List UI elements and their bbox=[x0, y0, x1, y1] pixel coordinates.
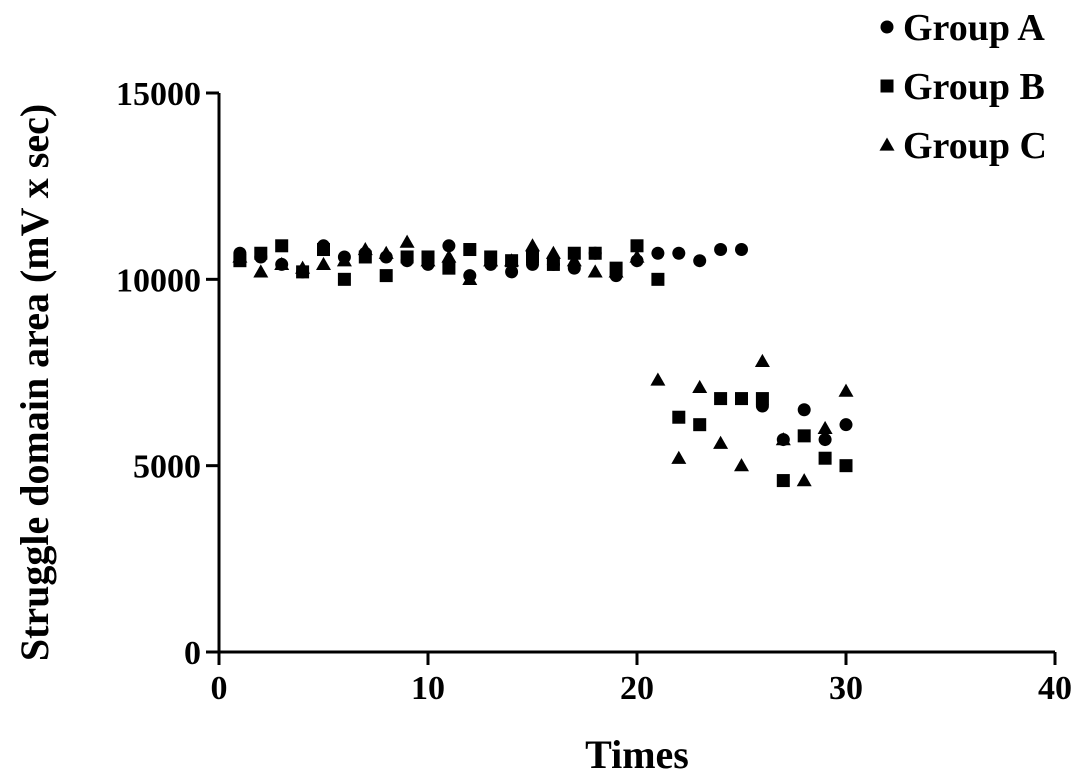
data-point-triangle bbox=[357, 242, 373, 256]
legend-label: Group C bbox=[903, 125, 1047, 167]
data-point-square bbox=[588, 246, 602, 260]
data-point-square bbox=[254, 246, 268, 260]
axes bbox=[217, 93, 1055, 654]
legend-marker-square bbox=[880, 79, 894, 93]
data-point-triangle bbox=[545, 245, 561, 259]
data-point-circle bbox=[505, 265, 519, 279]
data-point-triangle bbox=[587, 264, 603, 278]
data-point-triangle bbox=[734, 458, 749, 472]
data-point-circle bbox=[797, 403, 811, 417]
data-point-square bbox=[714, 392, 728, 406]
data-point-triangle bbox=[671, 450, 687, 464]
data-point-triangle bbox=[713, 435, 729, 449]
data-point-square bbox=[651, 272, 665, 286]
data-point-triangle bbox=[775, 432, 791, 446]
legend-label: Group A bbox=[903, 7, 1045, 49]
data-point-triangle bbox=[504, 253, 520, 267]
data-point-square bbox=[755, 392, 769, 406]
data-point-circle bbox=[672, 246, 686, 260]
data-point-square bbox=[400, 250, 414, 264]
data-point-square bbox=[818, 451, 832, 465]
legend-item: Group B bbox=[880, 66, 1045, 108]
data-point-square bbox=[317, 243, 330, 257]
x-tick-label: 10 bbox=[411, 670, 445, 707]
legend-item: Group C bbox=[879, 125, 1047, 167]
data-point-square bbox=[546, 257, 560, 271]
series-square bbox=[233, 239, 853, 488]
series-triangle bbox=[232, 234, 854, 487]
data-point-square bbox=[275, 239, 289, 253]
data-point-triangle bbox=[817, 420, 833, 435]
data-point-circle bbox=[714, 243, 728, 257]
data-point-triangle bbox=[483, 253, 499, 267]
data-point-triangle bbox=[629, 249, 645, 263]
data-point-triangle bbox=[692, 379, 708, 394]
data-point-circle bbox=[839, 418, 853, 432]
legend-label: Group B bbox=[903, 66, 1045, 108]
data-point-square bbox=[797, 429, 811, 443]
x-tick-label: 20 bbox=[620, 670, 654, 707]
legend: Group A Group B Group C bbox=[879, 7, 1047, 167]
y-tick-label: 5000 bbox=[133, 449, 201, 486]
data-point-triangle bbox=[566, 253, 582, 267]
data-point-square bbox=[526, 250, 539, 264]
legend-marker-triangle bbox=[879, 137, 895, 151]
data-point-triangle bbox=[274, 256, 290, 271]
data-point-circle bbox=[651, 246, 665, 260]
y-axis-ticks: 0 5000 10000 15000 bbox=[116, 76, 219, 672]
x-tick-label: 30 bbox=[829, 670, 863, 707]
data-point-triangle bbox=[378, 245, 394, 259]
data-point-triangle bbox=[754, 353, 770, 367]
data-point-triangle bbox=[336, 253, 352, 267]
data-point-triangle bbox=[525, 238, 540, 252]
data-point-square bbox=[839, 459, 853, 473]
y-tick-label: 15000 bbox=[116, 76, 201, 113]
data-point-circle bbox=[442, 239, 456, 253]
data-point-square bbox=[630, 239, 644, 253]
x-tick-label: 0 bbox=[211, 670, 228, 707]
data-point-square bbox=[442, 261, 456, 275]
y-tick-label: 0 bbox=[184, 635, 201, 672]
data-point-triangle bbox=[608, 264, 624, 278]
plot-area bbox=[232, 234, 854, 488]
data-point-triangle bbox=[232, 249, 248, 263]
x-axis-ticks: 0 10 20 30 40 bbox=[211, 652, 1072, 707]
x-tick-label: 40 bbox=[1038, 670, 1072, 707]
legend-marker-circle bbox=[880, 20, 894, 34]
y-tick-label: 10000 bbox=[116, 262, 201, 299]
data-point-square bbox=[463, 243, 477, 257]
data-point-triangle bbox=[796, 473, 812, 487]
data-point-triangle bbox=[253, 264, 269, 278]
data-point-circle bbox=[818, 433, 832, 447]
data-point-square bbox=[776, 474, 790, 488]
data-point-square bbox=[379, 269, 393, 283]
data-point-square bbox=[735, 392, 748, 406]
data-point-triangle bbox=[838, 383, 854, 397]
x-axis-title: Times bbox=[585, 732, 689, 777]
data-point-circle bbox=[693, 254, 707, 268]
data-point-triangle bbox=[462, 271, 478, 285]
data-point-triangle bbox=[420, 253, 436, 267]
data-point-triangle bbox=[399, 234, 415, 248]
series-circle bbox=[233, 239, 853, 447]
data-point-square bbox=[672, 410, 686, 424]
y-axis-title: Struggle domain area (mV x sec) bbox=[12, 104, 57, 661]
data-point-triangle bbox=[295, 260, 311, 274]
legend-item: Group A bbox=[880, 7, 1045, 49]
data-point-triangle bbox=[316, 256, 331, 271]
data-point-triangle bbox=[650, 372, 666, 386]
data-point-triangle bbox=[441, 249, 457, 263]
data-point-square bbox=[693, 418, 707, 432]
data-point-square bbox=[337, 272, 351, 286]
data-point-circle bbox=[735, 243, 748, 257]
